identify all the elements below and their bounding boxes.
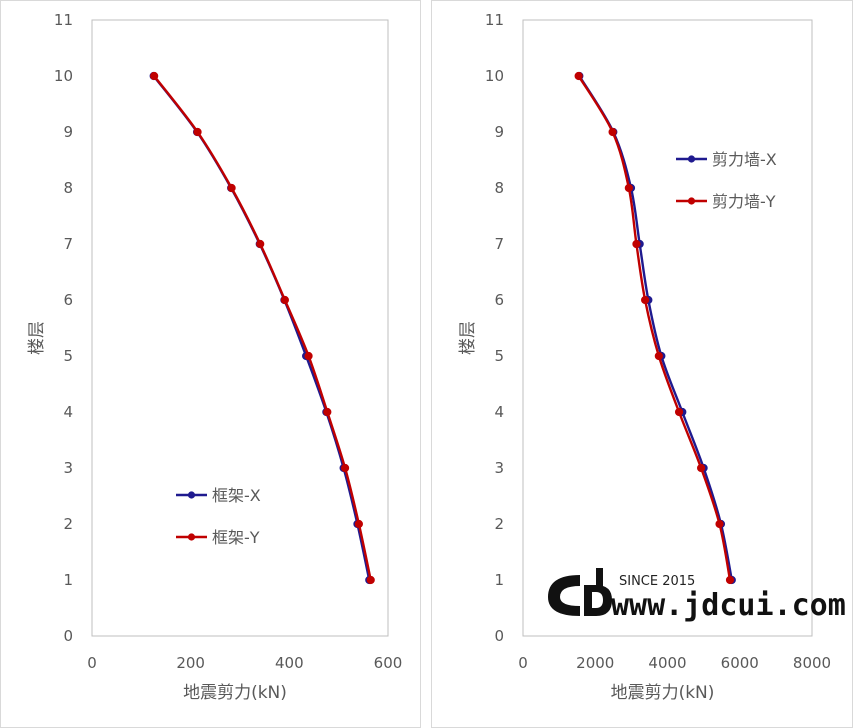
y-tick-label: 10 (485, 67, 504, 85)
x-tick-label: 600 (374, 654, 403, 672)
y-tick-label: 0 (63, 627, 73, 645)
series-line[interactable] (152, 75, 371, 581)
x-tick-label: 0 (518, 654, 528, 672)
x-tick-label: 200 (176, 654, 205, 672)
y-tick-label: 5 (494, 347, 504, 365)
data-point[interactable] (574, 71, 583, 81)
y-tick-label: 11 (485, 11, 504, 29)
plot-area-border (91, 19, 389, 637)
series-line[interactable] (578, 75, 733, 581)
data-point[interactable] (632, 239, 641, 249)
series-line[interactable] (577, 75, 732, 581)
y-tick-label: 1 (63, 571, 73, 589)
y-tick-label: 9 (63, 123, 73, 141)
legend-swatch-marker (687, 155, 696, 163)
y-tick-label: 1 (494, 571, 504, 589)
y-axis-title: 楼层 (458, 321, 478, 355)
legend-swatch-marker (187, 533, 196, 541)
y-tick-label: 2 (494, 515, 504, 533)
x-tick-label: 6000 (721, 654, 759, 672)
data-point[interactable] (150, 71, 159, 81)
y-tick-label: 11 (54, 11, 73, 29)
data-point[interactable] (227, 183, 236, 193)
chart-area-frame-shear[interactable] (0, 0, 421, 728)
plot-area-border (522, 19, 813, 637)
data-point[interactable] (304, 351, 313, 361)
legend-swatch-marker (687, 197, 696, 205)
data-point[interactable] (624, 183, 633, 193)
x-tick-label: 400 (275, 654, 304, 672)
y-tick-label: 0 (494, 627, 504, 645)
x-axis-title: 地震剪力(kN) (183, 683, 287, 703)
y-tick-label: 6 (494, 291, 504, 309)
data-point[interactable] (340, 463, 350, 473)
data-point[interactable] (725, 575, 735, 585)
y-tick-label: 9 (494, 123, 504, 141)
y-axis-title: 楼层 (27, 321, 47, 355)
x-tick-label: 0 (87, 654, 97, 672)
data-point[interactable] (608, 127, 617, 137)
data-point[interactable] (366, 575, 375, 585)
data-point[interactable] (715, 519, 724, 529)
legend-swatch-marker (187, 491, 196, 499)
x-axis-title: 地震剪力(kN) (611, 683, 715, 703)
legend-label[interactable]: 剪力墙-X (712, 150, 777, 169)
watermark: SINCE 2015 www.jdcui.com (548, 568, 846, 623)
series-line[interactable] (153, 75, 372, 581)
y-tick-label: 2 (63, 515, 73, 533)
data-point[interactable] (654, 351, 663, 361)
data-point[interactable] (280, 295, 289, 305)
y-tick-label: 5 (63, 347, 73, 365)
data-point[interactable] (641, 295, 650, 305)
y-tick-label: 3 (494, 459, 504, 477)
y-tick-label: 3 (63, 459, 73, 477)
watermark-since-text: SINCE 2015 (619, 574, 695, 589)
y-tick-label: 7 (494, 235, 504, 253)
legend-label[interactable]: 框架-Y (212, 528, 260, 547)
data-point[interactable] (193, 127, 202, 137)
x-tick-label: 4000 (648, 654, 686, 672)
legend-label[interactable]: 框架-X (212, 486, 261, 505)
y-tick-label: 8 (494, 179, 504, 197)
y-tick-label: 6 (63, 291, 73, 309)
watermark-url-text: www.jdcui.com (611, 588, 846, 623)
y-tick-label: 4 (494, 403, 504, 421)
jdcui-logo-icon (548, 568, 612, 616)
legend-label[interactable]: 剪力墙-Y (712, 192, 776, 211)
data-point[interactable] (354, 519, 363, 529)
x-tick-label: 8000 (793, 654, 831, 672)
y-tick-label: 8 (63, 179, 73, 197)
y-tick-label: 4 (63, 403, 73, 421)
data-point[interactable] (674, 407, 684, 417)
data-point[interactable] (256, 239, 265, 249)
data-point[interactable] (323, 407, 332, 417)
x-tick-label: 2000 (576, 654, 614, 672)
y-tick-label: 10 (54, 67, 73, 85)
y-tick-label: 7 (63, 235, 73, 253)
data-point[interactable] (696, 463, 706, 473)
chart-wall-story-shear[interactable]: 0 1 2 3 4 5 6 7 8 9 10 11 0 2000 4000 6000 8000 地震剪力(kN) 楼… (458, 11, 831, 703)
